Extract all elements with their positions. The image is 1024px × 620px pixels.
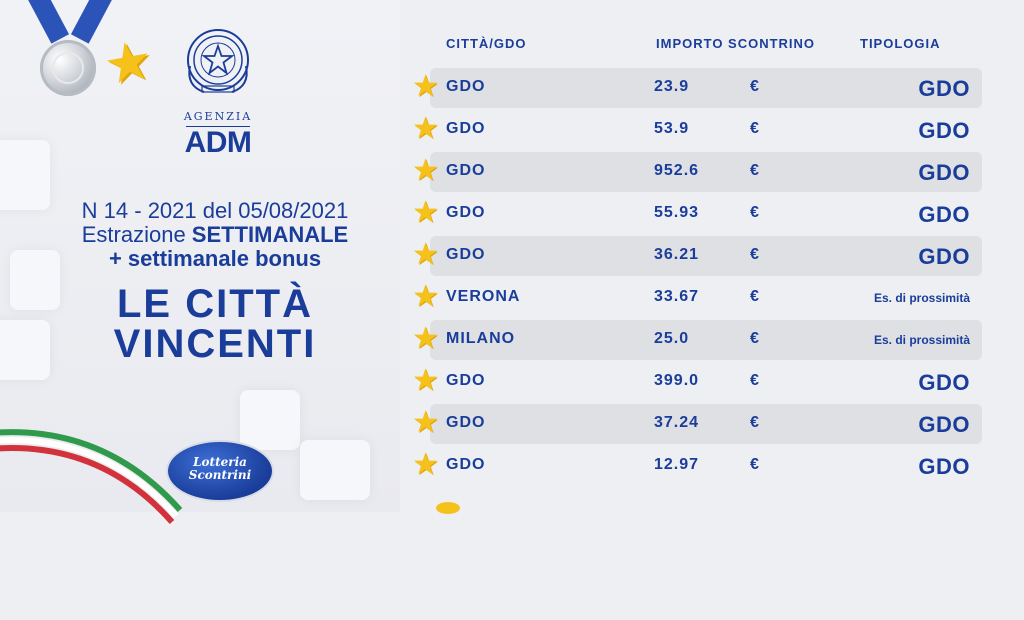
star-icon: ★	[412, 111, 439, 146]
republic-emblem-icon	[187, 29, 249, 93]
table-row: ★ GDO 12.97 € GDO	[412, 446, 982, 486]
table-row: ★ GDO 37.24 € GDO	[412, 404, 982, 444]
city-cell: GDO	[446, 414, 486, 431]
type-cell: GDO	[918, 454, 970, 479]
bg-tile	[240, 390, 300, 450]
currency-cell: €	[750, 162, 760, 179]
amount-cell: 399.0	[654, 372, 700, 389]
amount-cell: 37.24	[654, 414, 700, 431]
amount-cell: 33.67	[654, 288, 700, 305]
table-row: ★ GDO 952.6 € GDO	[412, 152, 982, 192]
amount-cell: 36.21	[654, 246, 700, 263]
currency-cell: €	[750, 246, 760, 263]
amount-cell: 23.9	[654, 78, 690, 95]
star-icon-partial	[436, 502, 460, 514]
draw-type: Estrazione SETTIMANALE	[81, 222, 349, 247]
type-cell: GDO	[918, 76, 970, 101]
table-row: ★ MILANO 25.0 € Es. di prossimità	[412, 320, 982, 360]
currency-cell: €	[750, 414, 760, 431]
type-cell: GDO	[918, 412, 970, 437]
bg-tile	[0, 320, 50, 380]
currency-cell: €	[750, 78, 760, 95]
star-icon: ★	[412, 195, 439, 230]
type-cell: GDO	[918, 160, 970, 185]
city-cell: GDO	[446, 372, 486, 389]
city-cell: GDO	[446, 78, 486, 95]
currency-cell: €	[750, 288, 760, 305]
currency-cell: €	[750, 204, 760, 221]
amount-cell: 53.9	[654, 120, 690, 137]
star-icon: ★	[412, 237, 439, 272]
table-row: ★ VERONA 33.67 € Es. di prossimità	[412, 278, 982, 318]
agency-label: AGENZIA	[183, 110, 253, 123]
star-icon: ★	[412, 153, 439, 188]
city-cell: GDO	[446, 456, 486, 473]
star-icon: ★	[412, 321, 439, 356]
left-panel	[0, 0, 400, 512]
star-icon: ★	[412, 69, 439, 104]
table-row: ★ GDO 53.9 € GDO	[412, 110, 982, 150]
agency-logo-text: ADM	[184, 126, 252, 159]
amount-cell: 12.97	[654, 456, 700, 473]
type-cell: Es. di prossimità	[873, 291, 970, 305]
city-cell: MILANO	[446, 330, 516, 347]
column-header-type: TIPOLOGIA	[860, 36, 941, 51]
type-cell: GDO	[918, 202, 970, 227]
star-icon: ★	[412, 279, 439, 314]
type-cell: Es. di prossimità	[873, 333, 970, 347]
currency-cell: €	[750, 120, 760, 137]
star-icon: ★	[412, 363, 439, 398]
table-row: ★ GDO 23.9 € GDO	[412, 68, 982, 108]
city-cell: GDO	[446, 204, 486, 221]
currency-cell: €	[750, 330, 760, 347]
city-cell: GDO	[446, 246, 486, 263]
draw-number: N 14 - 2021 del 05/08/2021	[81, 198, 349, 223]
table-row: ★ GDO 399.0 € GDO	[412, 362, 982, 402]
city-cell: VERONA	[446, 288, 521, 305]
bg-tile	[0, 140, 50, 210]
italian-flag-ribbon-icon	[0, 429, 183, 524]
page-title: LE CITTÀ VINCENTI	[113, 282, 317, 366]
type-cell: GDO	[918, 244, 970, 269]
table-row: ★ GDO 55.93 € GDO	[412, 194, 982, 234]
type-cell: GDO	[918, 370, 970, 395]
medal-icon	[40, 40, 96, 96]
type-cell: GDO	[918, 118, 970, 143]
bg-tile	[10, 250, 60, 310]
city-cell: GDO	[446, 120, 486, 137]
star-icon: ★	[412, 405, 439, 440]
amount-cell: 25.0	[654, 330, 690, 347]
star-icon: ★	[412, 447, 439, 482]
bg-tile	[300, 440, 370, 500]
divider	[186, 126, 250, 127]
column-header-amount: IMPORTO SCONTRINO	[656, 36, 816, 51]
amount-cell: 55.93	[654, 204, 700, 221]
draw-bonus: + settimanale bonus	[108, 246, 322, 271]
city-cell: GDO	[446, 162, 486, 179]
lotteria-logo-icon: Lotteria Scontrini	[166, 440, 274, 502]
table-row: ★ GDO 36.21 € GDO	[412, 236, 982, 276]
currency-cell: €	[750, 372, 760, 389]
currency-cell: €	[750, 456, 760, 473]
column-header-city: CITTÀ/GDO	[446, 36, 527, 51]
amount-cell: 952.6	[654, 162, 700, 179]
star-icon: ★	[98, 27, 158, 98]
